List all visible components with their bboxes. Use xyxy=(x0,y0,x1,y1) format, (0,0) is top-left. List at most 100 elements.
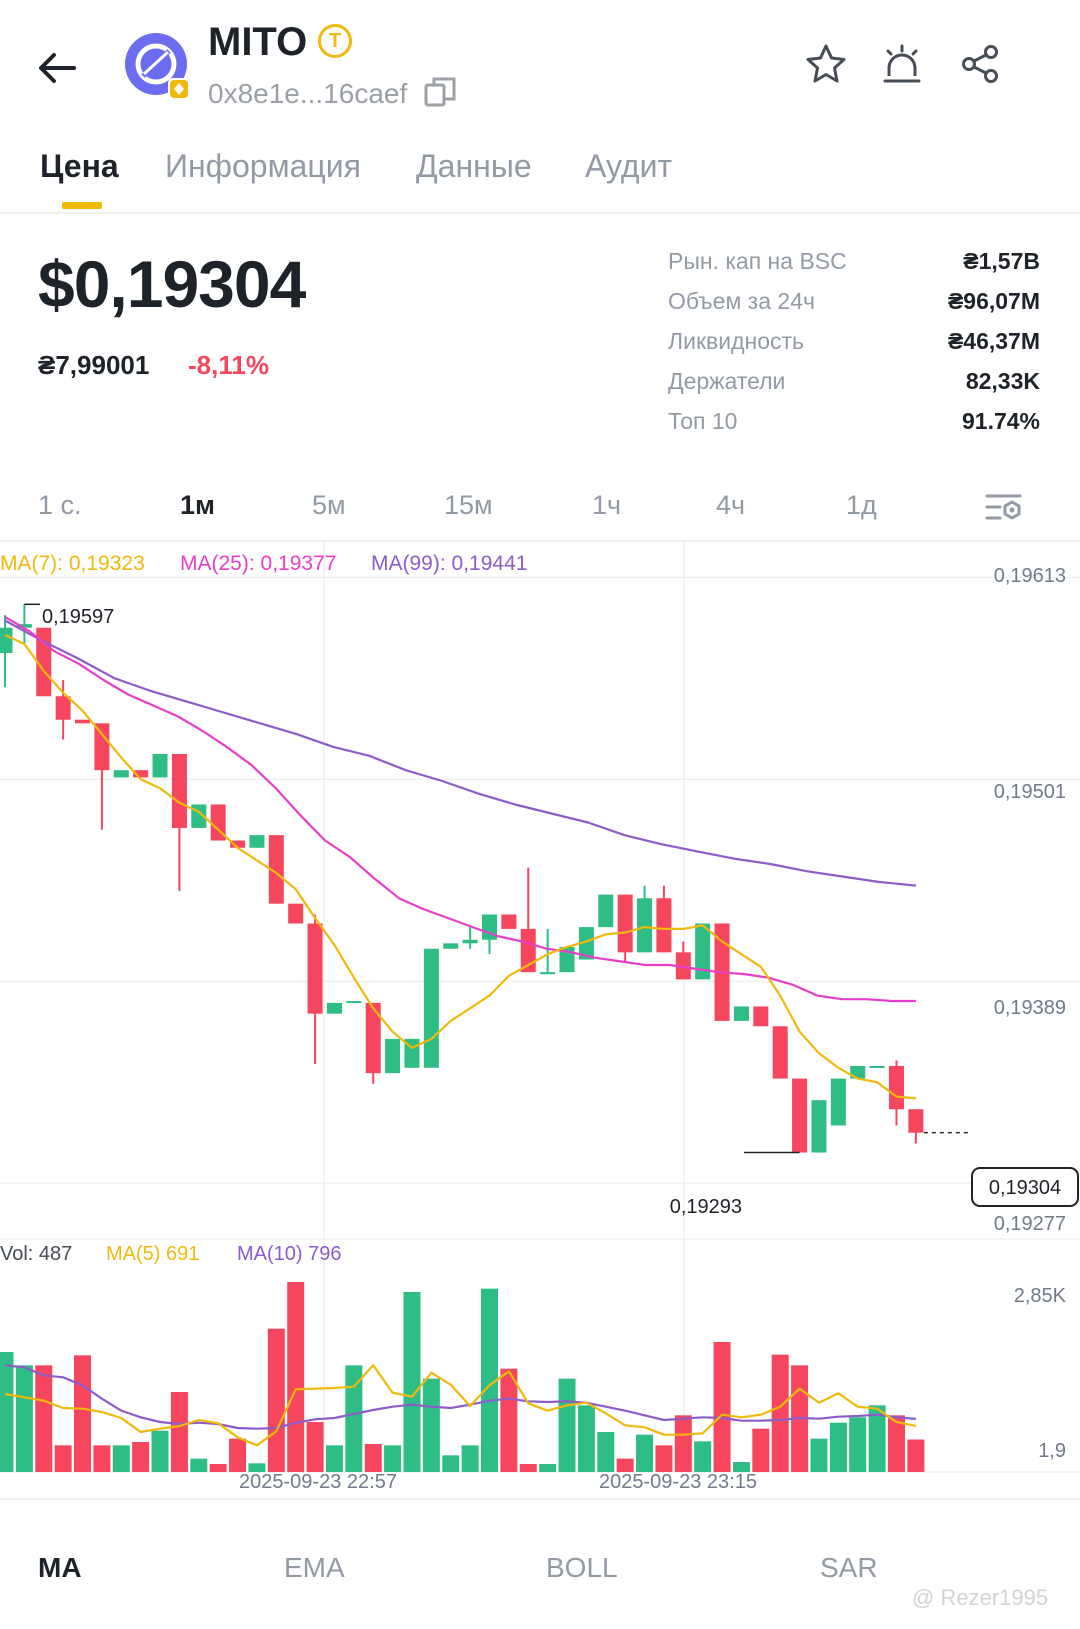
volume-bar xyxy=(403,1292,421,1472)
candle-body xyxy=(346,1001,362,1004)
candle-body xyxy=(307,923,323,1014)
volume-bar xyxy=(306,1422,324,1472)
high-label: 0,19597 xyxy=(42,606,114,628)
candle-body xyxy=(94,723,110,771)
copy-icon xyxy=(424,77,456,107)
candle-body xyxy=(637,898,653,953)
volume-bar xyxy=(54,1445,72,1472)
tab-data[interactable]: Данные xyxy=(416,148,532,184)
candle-body xyxy=(55,696,71,720)
volume-bar xyxy=(74,1355,92,1472)
candle-body xyxy=(830,1078,846,1126)
x-axis-label: 2025-09-23 23:15 xyxy=(599,1471,757,1493)
volume-bar xyxy=(752,1428,770,1472)
volume-bar xyxy=(0,1352,14,1472)
stat-label: Рын. кап на BSC xyxy=(668,248,847,274)
volume-bar xyxy=(810,1438,828,1472)
current-price-box xyxy=(971,1167,1079,1207)
stat-value: ₴1,57B xyxy=(963,248,1040,274)
share-button[interactable] xyxy=(954,38,1006,90)
candle-body xyxy=(888,1065,904,1110)
volume-bar xyxy=(422,1378,440,1472)
price-uah: ₴7,99001 xyxy=(38,350,150,380)
candle-body xyxy=(210,804,226,841)
stat-label: Ликвидность xyxy=(668,328,805,354)
candle-body xyxy=(733,1006,749,1021)
volume-bar xyxy=(112,1445,130,1472)
back-button[interactable] xyxy=(28,40,84,96)
tab-audit[interactable]: Аудит xyxy=(585,148,673,184)
star-icon xyxy=(806,44,846,83)
interval-1h[interactable]: 1ч xyxy=(592,490,622,520)
candle-body xyxy=(133,770,149,778)
interval-1m[interactable]: 1м xyxy=(180,490,215,520)
ma25-legend: MA(25): 0,19377 xyxy=(180,552,336,575)
candle-body xyxy=(462,939,478,944)
volume-bars xyxy=(0,1282,925,1472)
indicator-sar[interactable]: SAR xyxy=(820,1552,878,1583)
volume-bar xyxy=(636,1434,654,1472)
candle-body xyxy=(656,898,672,953)
volume-bar xyxy=(267,1328,285,1472)
chart-settings-button[interactable] xyxy=(980,488,1028,528)
favorite-button[interactable] xyxy=(800,38,852,90)
y-tick-label: 0,19501 xyxy=(994,781,1066,803)
candle-body xyxy=(482,914,497,940)
volume-bar xyxy=(577,1405,595,1472)
indicator-boll[interactable]: BOLL xyxy=(546,1552,618,1583)
price-chart[interactable]: MA(7): 0,19323 MA(25): 0,19377 MA(99): 0… xyxy=(0,542,1080,1500)
indicator-divider xyxy=(0,1498,1080,1500)
volume-bar xyxy=(868,1405,886,1472)
vol-ma5-legend: MA(5) 691 xyxy=(106,1243,199,1265)
volume-bar xyxy=(151,1430,169,1472)
price-change: -8,11% xyxy=(188,350,269,380)
volume-bar xyxy=(694,1441,712,1472)
interval-1s[interactable]: 1 с. xyxy=(38,490,82,520)
token-name: MITO xyxy=(208,20,308,64)
volume-bar xyxy=(345,1365,363,1472)
candle-body xyxy=(113,770,129,778)
candle-body xyxy=(598,894,614,928)
share-icon xyxy=(962,45,998,83)
candle-body xyxy=(385,1038,401,1074)
alarm-icon xyxy=(883,44,921,83)
vol-ma10-line xyxy=(4,1364,916,1430)
candle-body xyxy=(152,753,168,778)
y-tick-label: 0,19389 xyxy=(994,997,1066,1019)
copy-address-button[interactable] xyxy=(420,72,460,112)
stat-label: Держатели xyxy=(668,368,786,394)
stat-label: Объем за 24ч xyxy=(668,288,815,314)
volume-bar xyxy=(325,1445,343,1472)
ma99-line xyxy=(4,619,917,887)
interval-15m[interactable]: 15м xyxy=(444,490,493,520)
interval-5m[interactable]: 5м xyxy=(312,490,346,520)
candle-body xyxy=(288,903,304,924)
interval-1d[interactable]: 1д xyxy=(846,490,877,520)
ma-lines xyxy=(4,615,917,1100)
settings-list-icon xyxy=(985,494,1022,520)
indicator-ma[interactable]: MA xyxy=(38,1552,82,1583)
stat-value: 91.74% xyxy=(961,408,1040,434)
vol-ma5-line xyxy=(4,1364,917,1447)
tab-price[interactable]: Цена xyxy=(40,148,119,184)
alert-button[interactable] xyxy=(876,38,928,90)
volume-bar xyxy=(190,1458,208,1472)
interval-4h[interactable]: 4ч xyxy=(716,490,746,520)
candle-body xyxy=(171,753,187,828)
candle-body xyxy=(578,927,594,960)
candle-body xyxy=(792,1078,808,1153)
candle-body xyxy=(753,1006,769,1027)
y-tick-label: 0,19277 xyxy=(994,1213,1066,1235)
contract-address: 0x8e1e...16caef xyxy=(208,78,408,109)
volume-bar xyxy=(209,1464,227,1472)
indicator-ema[interactable]: EMA xyxy=(284,1552,345,1583)
volume-bar xyxy=(461,1445,479,1472)
candle-body xyxy=(0,627,13,653)
volume-bar xyxy=(93,1445,111,1472)
chart-grid xyxy=(0,542,1080,1473)
volume-bar xyxy=(674,1415,692,1472)
y-tick-label: 0,19613 xyxy=(994,565,1066,587)
current-price-tag: 0,19304 xyxy=(989,1177,1061,1199)
tab-info[interactable]: Информация xyxy=(165,148,361,184)
volume-bar xyxy=(771,1354,789,1472)
